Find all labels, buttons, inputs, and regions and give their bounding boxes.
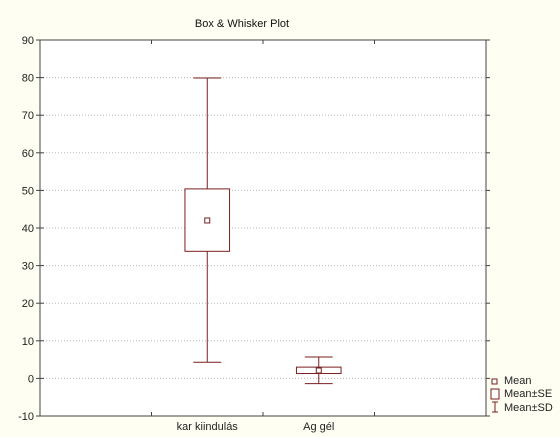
chart-title: Box & Whisker Plot	[195, 18, 289, 30]
y-tick-label: 0	[28, 373, 34, 385]
legend-label: Mean±SE	[504, 388, 552, 400]
y-tick-label: 30	[22, 261, 34, 273]
y-tick-label: 50	[22, 185, 34, 197]
legend-mean-marker	[491, 378, 498, 385]
legend-label: Mean±SD	[504, 402, 553, 414]
y-tick-label: 80	[22, 73, 34, 85]
y-tick-label: 70	[22, 110, 34, 122]
y-tick-label: 90	[22, 35, 34, 47]
y-tick-label: -10	[18, 411, 34, 423]
plot-frame	[39, 39, 487, 417]
y-tick-label: 20	[22, 298, 34, 310]
x-tick-label: kar kiindulás	[177, 421, 239, 433]
mean-marker	[315, 367, 322, 374]
mean-marker	[204, 217, 211, 224]
y-tick-label: 60	[22, 148, 34, 160]
legend-se-box	[490, 388, 500, 400]
y-tick-label: 40	[22, 223, 34, 235]
legend-label: Mean	[504, 375, 532, 387]
x-tick-label: Ag gél	[303, 421, 334, 433]
y-tick-label: 10	[22, 336, 34, 348]
